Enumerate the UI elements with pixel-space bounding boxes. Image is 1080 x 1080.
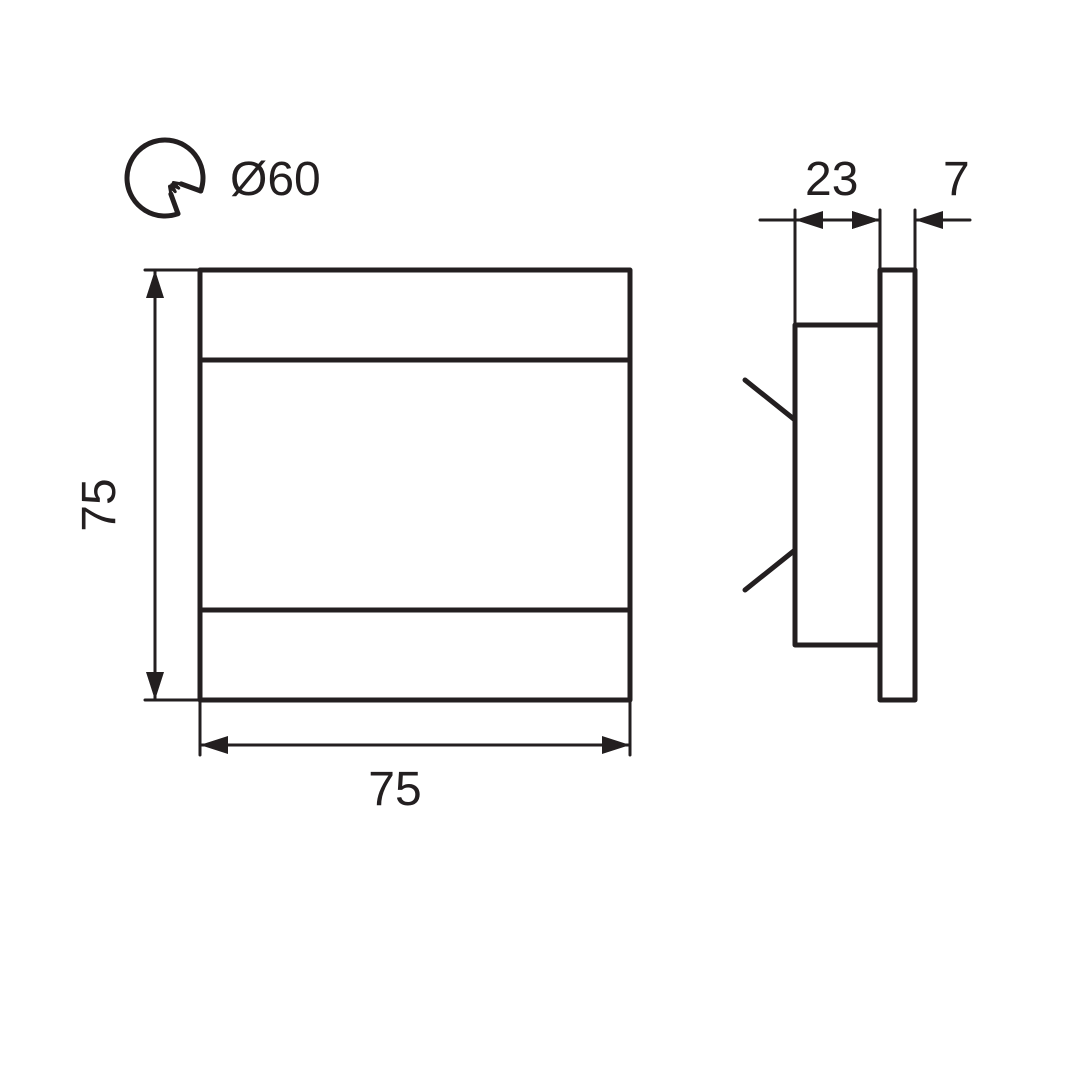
dim-depth-label: 23 [805, 153, 858, 206]
dim-diameter-label: Ø60 [230, 153, 321, 206]
dim-height-label: 75 [73, 478, 126, 531]
hole-saw-icon [127, 140, 203, 216]
technical-drawing: 75 75 23 7 Ø60 [0, 0, 1080, 1080]
dim-flange-label: 7 [943, 153, 970, 206]
dim-width-label: 75 [368, 763, 421, 816]
